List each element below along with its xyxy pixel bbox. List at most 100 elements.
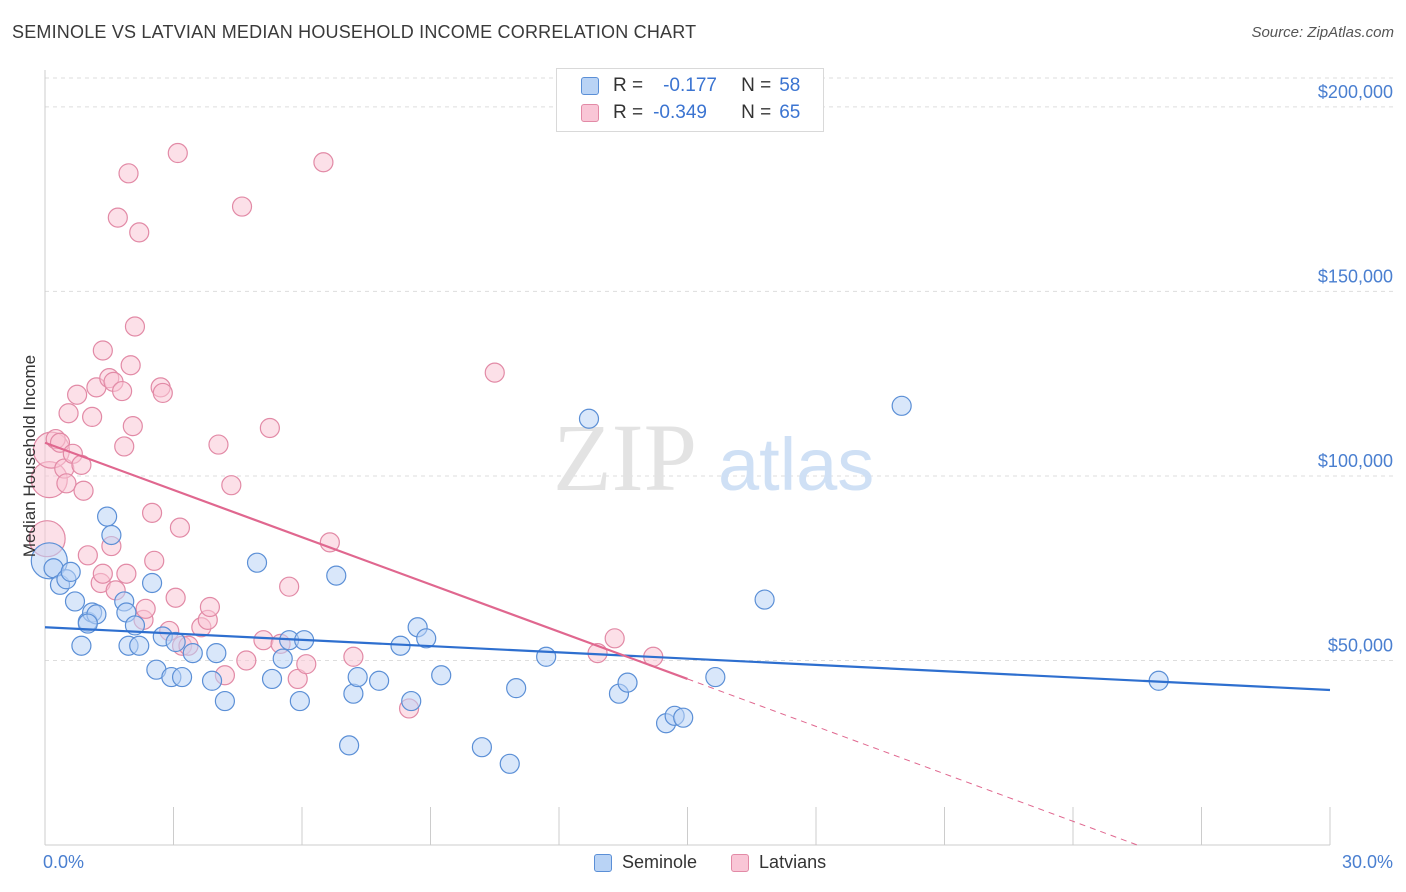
latvians-point [144, 550, 165, 571]
latvians-point [124, 316, 146, 337]
seminole-point [97, 506, 118, 527]
legend-n-value: 58 [779, 75, 801, 96]
seminole-point [129, 635, 150, 656]
seminole-point [705, 666, 726, 688]
legend-n-label: N = [741, 75, 772, 96]
latvians-point [236, 650, 257, 671]
seminole-point [673, 707, 694, 728]
seminole-point [261, 668, 283, 690]
seminole-point [339, 735, 360, 756]
latvians-point [296, 654, 317, 675]
latvians-point [82, 406, 103, 428]
latvians-point [141, 502, 163, 523]
legend-label-seminole: Seminole [622, 852, 698, 872]
seminole-point [343, 683, 364, 704]
seminole-point [289, 690, 310, 712]
seminole-point [141, 572, 163, 594]
seminole-point [416, 628, 437, 649]
seminole-point [201, 670, 223, 691]
latvians-swatch [581, 104, 599, 122]
seminole-swatch [581, 77, 599, 95]
seminole-point [617, 672, 638, 693]
seminole-point [431, 665, 452, 686]
latvians-point [135, 598, 156, 619]
latvians-point [114, 436, 135, 457]
latvians-point [279, 576, 300, 597]
seminole-point [64, 591, 86, 612]
latvians-point [199, 596, 221, 618]
latvians-point [152, 382, 173, 404]
legend-r-value: -0.349 [653, 102, 707, 123]
latvians-point [343, 646, 364, 667]
x-tick-label-min: 0.0% [43, 852, 84, 872]
seminole-point [578, 408, 600, 429]
axes [44, 70, 1331, 846]
latvians-point [120, 355, 141, 376]
y-tick-label: $200,000 [1318, 82, 1393, 102]
seminole-point [165, 631, 186, 653]
legend-r-label: R = [613, 102, 644, 123]
latvians-point [56, 473, 77, 494]
seminole-point [347, 666, 368, 688]
seminole-legend-swatch [594, 853, 612, 872]
seminole-point [206, 642, 227, 664]
seminole-points [30, 395, 1169, 774]
legend-r-value: -0.177 [663, 75, 717, 96]
latvians-point [116, 563, 137, 584]
seminole-point [369, 670, 390, 691]
zipatlas-watermark: ZIP atlas [553, 404, 874, 511]
latvians-point [118, 163, 139, 184]
seminole-point [182, 642, 203, 664]
latvians-point [221, 475, 242, 496]
latvians-point [122, 416, 143, 437]
latvians-point [313, 152, 334, 173]
latvians-point [604, 628, 625, 649]
latvians-legend-swatch [731, 853, 750, 872]
legend-row-seminole: R = -0.177 N = 58 [581, 73, 800, 99]
seminole-point [71, 635, 92, 656]
legend-r-label: R = [613, 75, 644, 96]
latvians-trend-extension [687, 678, 1138, 846]
seminole-point [214, 690, 235, 712]
latvians-point [253, 630, 274, 651]
seminole-point [124, 615, 146, 636]
y-tick-label: $150,000 [1318, 266, 1393, 286]
latvians-point [165, 587, 186, 608]
grid-lines [45, 77, 1395, 661]
latvians-point [484, 362, 505, 383]
latvians-point [208, 434, 229, 455]
latvians-point [111, 380, 133, 402]
latvians-point [107, 207, 128, 228]
chart-title: SEMINOLE VS LATVIAN MEDIAN HOUSEHOLD INC… [12, 22, 697, 42]
seminole-point [401, 690, 422, 712]
source-credit: Source: ZipAtlas.com [1251, 24, 1394, 41]
seminole-point [499, 753, 520, 774]
legend-row-latvians: R = -0.349 N = 65 [581, 100, 800, 126]
x-tick-label-max: 30.0% [1342, 852, 1393, 872]
legend-n-value: 65 [779, 102, 801, 123]
seminole-point [536, 646, 557, 667]
seminole-point [60, 561, 81, 583]
latvians-point [319, 532, 340, 553]
series-legend: Seminole Latvians [594, 852, 860, 873]
correlation-legend: R = -0.177 N = 58 R = -0.349 N = 65 [556, 68, 824, 132]
seminole-point [272, 648, 293, 669]
latvians-point [169, 517, 191, 538]
legend-n-label: N = [741, 102, 772, 123]
seminole-point [506, 678, 527, 699]
legend-item-seminole: Seminole [594, 852, 697, 873]
latvians-point [129, 222, 150, 243]
seminole-point [246, 552, 268, 573]
latvians-point [259, 417, 280, 439]
latvians-point [67, 384, 88, 405]
seminole-point [891, 395, 912, 416]
latvians-point [92, 340, 113, 361]
seminole-point [754, 589, 775, 610]
y-tick-labels: $50,000 $100,000 $150,000 $200,000 [1318, 82, 1393, 656]
latvians-point [73, 480, 94, 501]
legend-item-latvians: Latvians [731, 852, 826, 873]
seminole-point [171, 666, 193, 688]
seminole-trend-line [44, 626, 1331, 692]
latvians-point [92, 563, 113, 584]
